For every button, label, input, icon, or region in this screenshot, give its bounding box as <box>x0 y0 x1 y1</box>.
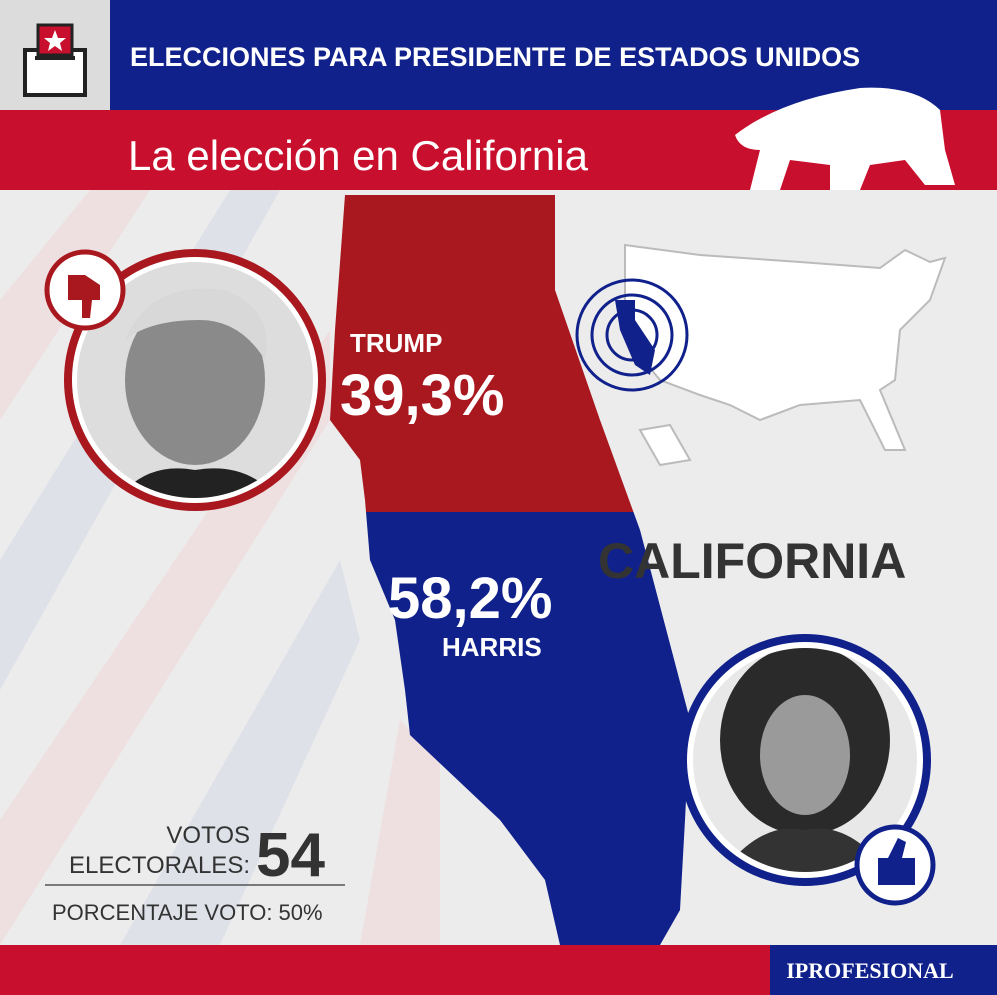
ca-mini <box>615 300 655 375</box>
trump-name: TRUMP <box>350 328 442 358</box>
ballot-icon <box>23 23 87 97</box>
thumb-up <box>878 838 915 885</box>
harris-name: HARRIS <box>442 632 542 662</box>
harris-photo <box>693 648 917 872</box>
votes-value: 54 <box>256 821 325 890</box>
bear <box>735 87 955 190</box>
brand-box <box>770 945 997 995</box>
us-map <box>624 243 947 451</box>
title: ELECCIONES PARA PRESIDENTE DE ESTADOS UN… <box>130 42 860 72</box>
percentage: PORCENTAJE VOTO: 50% <box>52 900 323 925</box>
votes-label-1: VOTOS <box>166 822 250 849</box>
state-name: CALIFORNIA <box>598 533 906 589</box>
trump-result: 39,3% <box>340 363 504 428</box>
brand: IPROFESIONAL <box>786 958 953 983</box>
harris-result: 58,2% <box>388 566 552 631</box>
alaska <box>638 423 692 467</box>
votes-label-2: ELECTORALES: <box>69 852 250 879</box>
subtitle: La elección en California <box>128 132 589 179</box>
thumb-down <box>68 275 100 318</box>
